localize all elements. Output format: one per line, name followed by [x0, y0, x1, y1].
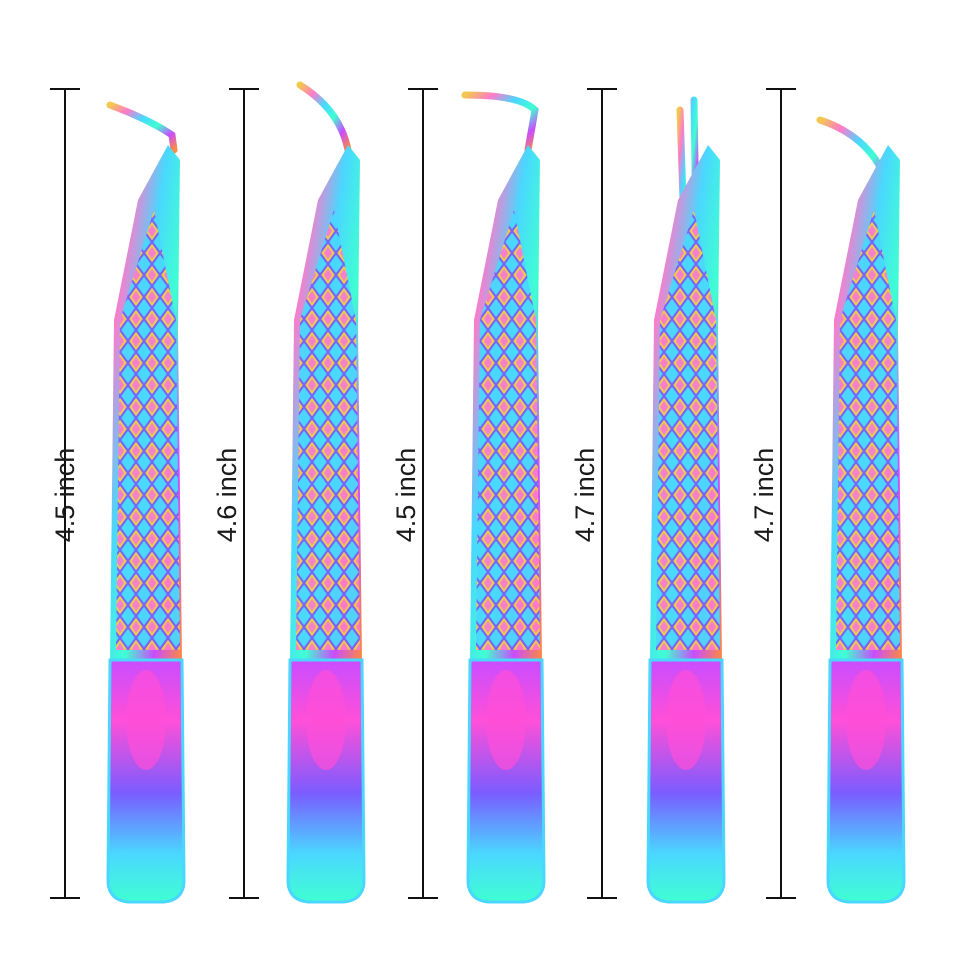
- tweezer-1: [106, 101, 186, 904]
- diamond-grip-pattern: [476, 210, 540, 650]
- dimension-line-4: [601, 88, 603, 898]
- handle-highlight: [846, 670, 886, 770]
- dimension-cap-bottom-3: [408, 897, 438, 899]
- dimension-line-1: [64, 88, 66, 898]
- handle-highlight: [306, 670, 346, 770]
- dimension-line-5: [780, 88, 782, 898]
- diamond-grip-pattern: [116, 210, 180, 650]
- diamond-grip-pattern: [296, 210, 360, 650]
- tweezer-4: [646, 96, 726, 904]
- measurement-label-4: 4.7 inch: [570, 447, 600, 543]
- tweezer-tip: [106, 101, 178, 154]
- handle-highlight: [486, 670, 526, 770]
- dimension-cap-top-2: [229, 88, 259, 90]
- dimension-line-2: [243, 88, 245, 898]
- diamond-grip-pattern: [836, 210, 900, 650]
- dimension-cap-top-4: [587, 88, 617, 90]
- dimension-cap-bottom-2: [229, 897, 259, 899]
- tweezer-2: [286, 81, 366, 904]
- diamond-grip-pattern: [656, 210, 720, 650]
- measurement-label-3: 4.5 inch: [391, 447, 421, 543]
- dimension-cap-bottom-1: [50, 897, 80, 899]
- tweezer-tip: [461, 91, 539, 154]
- handle-highlight: [126, 670, 166, 770]
- dimension-cap-top-3: [408, 88, 438, 90]
- dimension-cap-top-5: [766, 88, 796, 90]
- measurement-label-2: 4.6 inch: [212, 447, 242, 543]
- measurement-label-1: 4.5 inch: [50, 447, 80, 543]
- measurement-label-5: 4.7 inch: [749, 447, 779, 543]
- tweezer-tip: [296, 81, 352, 154]
- tweezer-3: [461, 91, 546, 904]
- dimension-cap-bottom-4: [587, 897, 617, 899]
- dimension-cap-bottom-5: [766, 897, 796, 899]
- dimension-cap-top-1: [50, 88, 80, 90]
- handle-highlight: [666, 670, 706, 770]
- dimension-line-3: [422, 88, 424, 898]
- tweezer-5: [816, 116, 906, 904]
